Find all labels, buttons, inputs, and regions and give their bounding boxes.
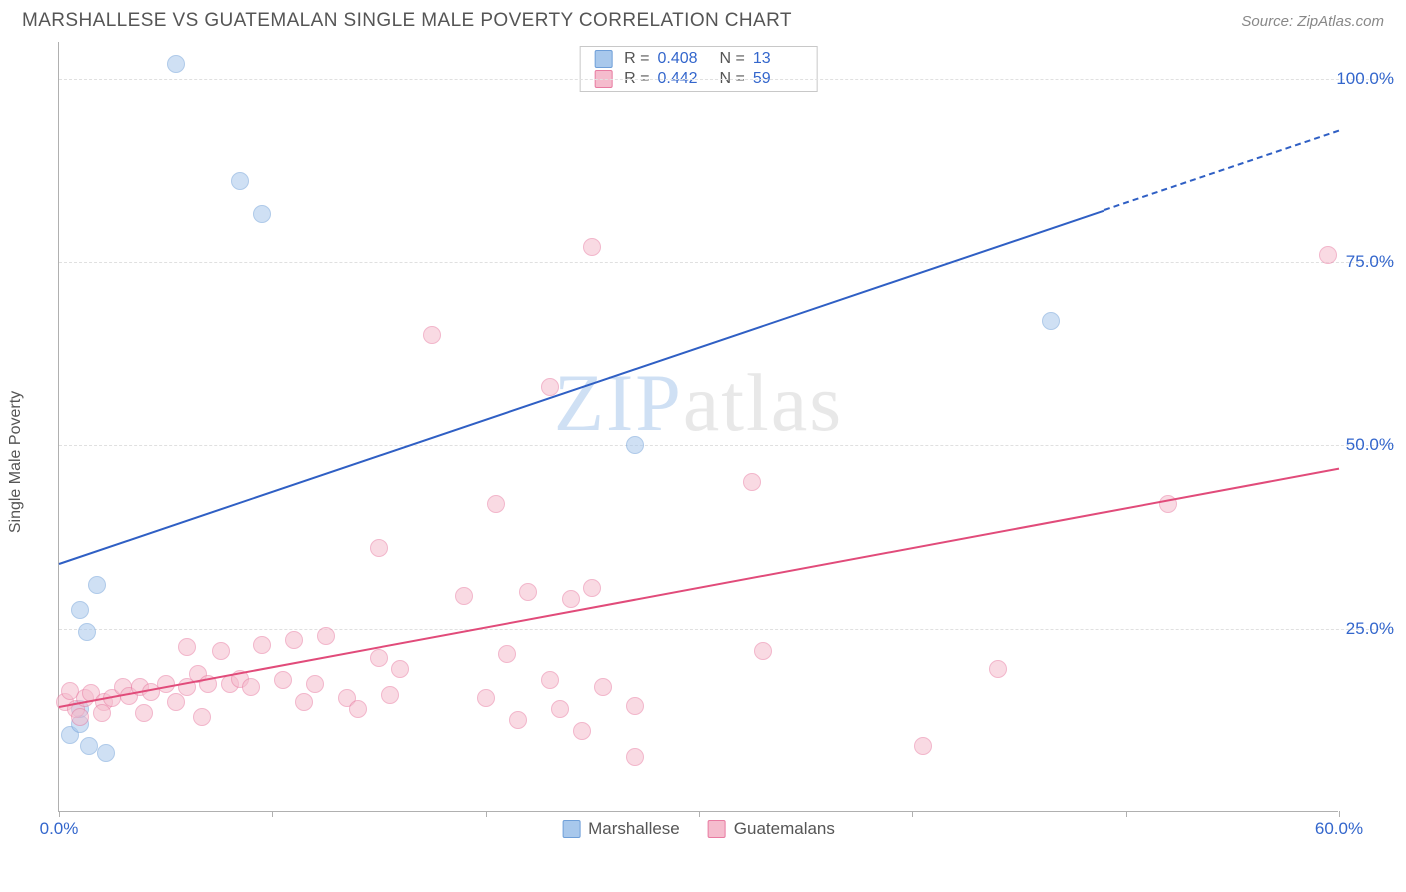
plot-surface: ZIPatlas R = 0.408 N = 13 R = 0.442 N = … <box>58 42 1338 812</box>
data-point <box>423 326 441 344</box>
data-point <box>498 645 516 663</box>
x-tick-label: 60.0% <box>1315 819 1363 839</box>
chart-title: MARSHALLESE VS GUATEMALAN SINGLE MALE PO… <box>22 10 792 32</box>
data-point <box>370 649 388 667</box>
data-point <box>455 587 473 605</box>
data-point <box>583 579 601 597</box>
data-point <box>97 744 115 762</box>
data-point <box>135 704 153 722</box>
data-point <box>391 660 409 678</box>
y-tick-label: 25.0% <box>1346 619 1394 639</box>
stats-legend: R = 0.408 N = 13 R = 0.442 N = 59 <box>579 46 818 92</box>
data-point <box>573 722 591 740</box>
data-point <box>93 704 111 722</box>
x-tick-mark <box>1126 811 1127 817</box>
data-point <box>487 495 505 513</box>
legend-item-marshallese: Marshallese <box>562 819 680 839</box>
data-point <box>71 601 89 619</box>
swatch-icon <box>562 820 580 838</box>
x-tick-mark <box>912 811 913 817</box>
data-point <box>1042 312 1060 330</box>
x-tick-label: 0.0% <box>40 819 79 839</box>
source-attribution: Source: ZipAtlas.com <box>1241 13 1384 30</box>
gridline <box>59 629 1394 630</box>
y-axis-label: Single Male Poverty <box>7 391 25 533</box>
x-tick-mark <box>59 811 60 817</box>
x-tick-mark <box>699 811 700 817</box>
y-tick-label: 100.0% <box>1336 69 1394 89</box>
data-point <box>477 689 495 707</box>
data-point <box>285 631 303 649</box>
data-point <box>157 675 175 693</box>
data-point <box>78 623 96 641</box>
data-point <box>583 238 601 256</box>
data-point <box>541 378 559 396</box>
data-point <box>509 711 527 729</box>
x-tick-mark <box>1339 811 1340 817</box>
x-tick-mark <box>272 811 273 817</box>
data-point <box>193 708 211 726</box>
data-point <box>88 576 106 594</box>
gridline <box>59 262 1394 263</box>
data-point <box>167 693 185 711</box>
data-point <box>212 642 230 660</box>
data-point <box>754 642 772 660</box>
series-legend: Marshallese Guatemalans <box>562 819 835 839</box>
y-tick-label: 75.0% <box>1346 252 1394 272</box>
data-point <box>274 671 292 689</box>
data-point <box>989 660 1007 678</box>
gridline <box>59 445 1394 446</box>
data-point <box>178 638 196 656</box>
stats-row-marshallese: R = 0.408 N = 13 <box>580 49 817 69</box>
data-point <box>519 583 537 601</box>
data-point <box>317 627 335 645</box>
swatch-icon <box>708 820 726 838</box>
data-point <box>551 700 569 718</box>
r-value: 0.408 <box>658 50 708 68</box>
watermark: ZIPatlas <box>554 356 843 450</box>
data-point <box>231 172 249 190</box>
data-point <box>381 686 399 704</box>
data-point <box>306 675 324 693</box>
data-point <box>743 473 761 491</box>
chart-header: MARSHALLESE VS GUATEMALAN SINGLE MALE PO… <box>0 0 1406 38</box>
data-point <box>914 737 932 755</box>
data-point <box>594 678 612 696</box>
x-tick-mark <box>486 811 487 817</box>
data-point <box>626 436 644 454</box>
data-point <box>80 737 98 755</box>
data-point <box>167 55 185 73</box>
data-point <box>242 678 260 696</box>
data-point <box>253 205 271 223</box>
data-point <box>253 636 271 654</box>
trend-line <box>59 467 1339 707</box>
n-value: 13 <box>753 50 803 68</box>
data-point <box>349 700 367 718</box>
data-point <box>541 671 559 689</box>
data-point <box>295 693 313 711</box>
gridline <box>59 79 1394 80</box>
data-point <box>626 697 644 715</box>
y-tick-label: 50.0% <box>1346 435 1394 455</box>
data-point <box>562 590 580 608</box>
swatch-icon <box>594 50 612 68</box>
chart-area: Single Male Poverty ZIPatlas R = 0.408 N… <box>46 42 1396 882</box>
legend-item-guatemalans: Guatemalans <box>708 819 835 839</box>
data-point <box>626 748 644 766</box>
data-point <box>1319 246 1337 264</box>
data-point <box>370 539 388 557</box>
trend-line <box>1104 130 1339 211</box>
data-point <box>71 708 89 726</box>
